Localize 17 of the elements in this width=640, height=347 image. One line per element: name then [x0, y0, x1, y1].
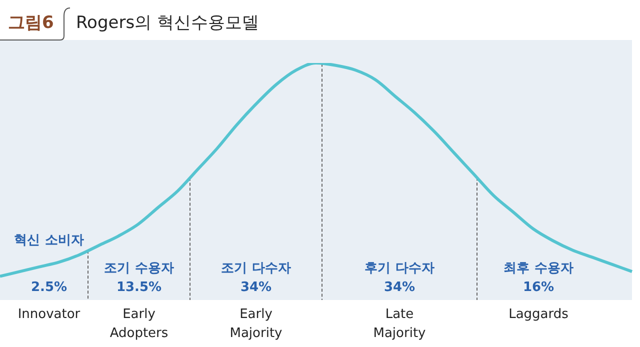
text: Late Majority: [373, 307, 426, 341]
annotation: 혁신 소비자: [14, 233, 84, 248]
text: Laggards: [508, 307, 569, 322]
annotation: 최후 수용자: [504, 261, 574, 276]
annotation: 2.5%: [30, 280, 68, 295]
annotation: 13.5%: [116, 280, 162, 295]
caption: 그림6: [8, 13, 54, 33]
text: Early Adopters: [110, 307, 168, 341]
annotation: 조기 수용자: [104, 261, 174, 276]
annotation: 16%: [522, 280, 554, 295]
chart-title: Rogers의 혁신수용모델: [76, 13, 259, 33]
text: Early Majority: [230, 307, 283, 341]
annotation: 34%: [240, 280, 272, 295]
annotation: 후기 다수자: [364, 261, 434, 276]
text: Innovator: [18, 307, 81, 322]
annotation: 조기 다수자: [221, 261, 291, 276]
annotation: 34%: [384, 280, 416, 295]
